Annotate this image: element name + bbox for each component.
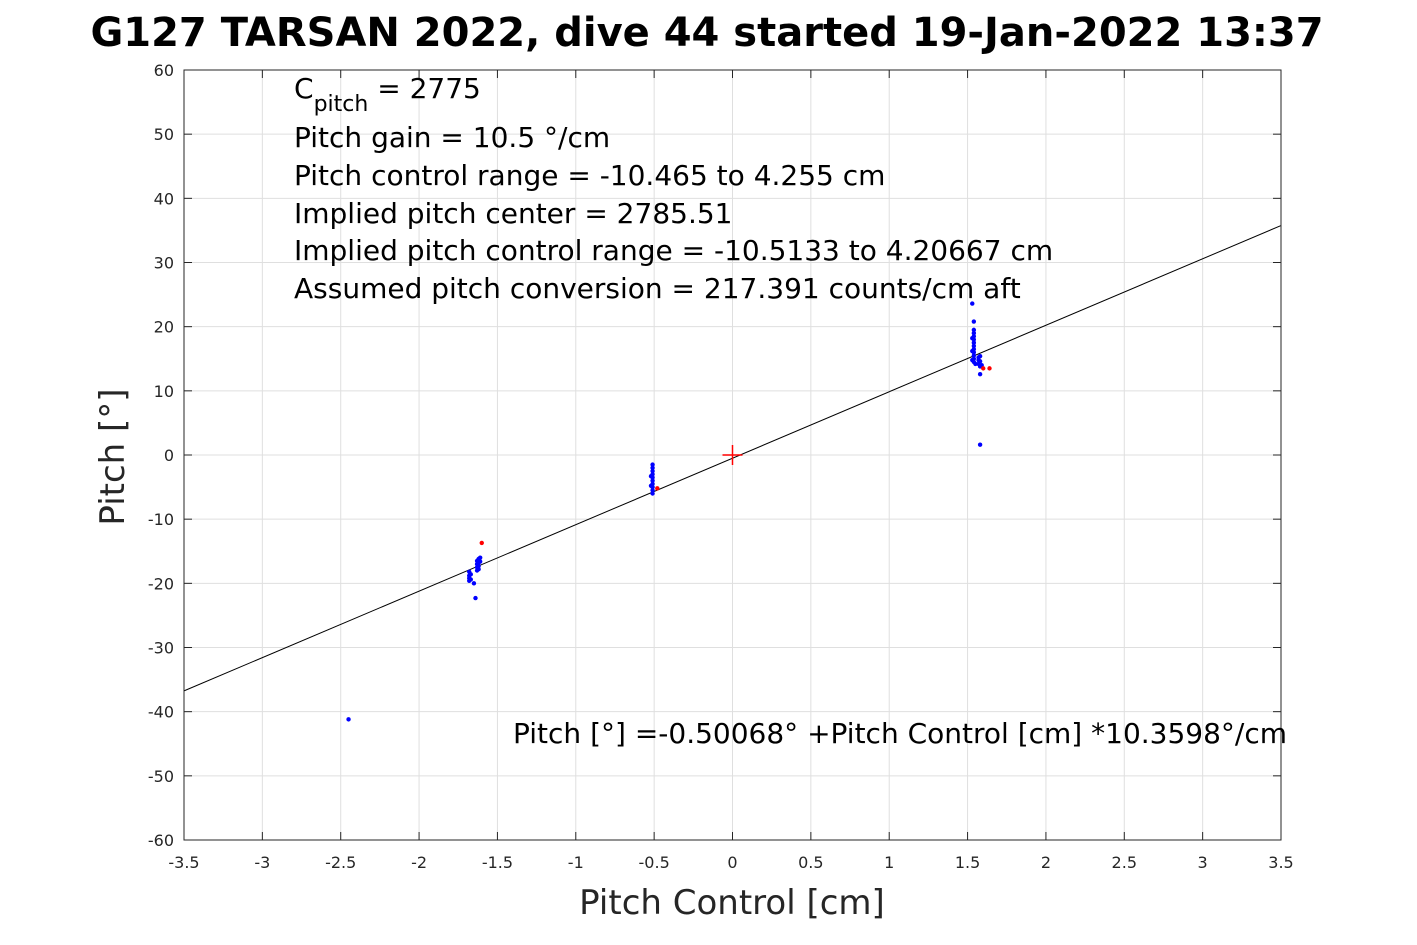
c-pitch-annotation: Cpitch = 2775 bbox=[294, 72, 481, 117]
y-tick-label: -50 bbox=[148, 767, 174, 786]
data-point bbox=[655, 486, 660, 491]
chart-title: G127 TARSAN 2022, dive 44 started 19-Jan… bbox=[90, 10, 1323, 56]
y-tick-label: 50 bbox=[154, 125, 174, 144]
data-point bbox=[977, 359, 983, 364]
data-point bbox=[971, 330, 977, 336]
annotation-line-pitch-gain: Pitch gain = 10.5 °/cm bbox=[294, 121, 610, 154]
y-tick-label: 0 bbox=[164, 446, 174, 465]
y-tick-label: -40 bbox=[148, 703, 174, 722]
x-tick-label: 2 bbox=[1041, 853, 1051, 872]
data-point bbox=[970, 348, 975, 354]
data-point bbox=[477, 555, 483, 560]
data-points bbox=[346, 301, 992, 722]
annotation-line-implied-range: Implied pitch control range = -10.5133 t… bbox=[294, 234, 1053, 267]
data-point bbox=[971, 353, 977, 358]
x-tick-label: -2.5 bbox=[325, 853, 356, 872]
data-point bbox=[479, 540, 484, 546]
data-point bbox=[477, 559, 483, 564]
y-tick-label: 20 bbox=[154, 318, 174, 337]
fit-equation: Pitch [°] =-0.50068° +Pitch Control [cm]… bbox=[513, 717, 1287, 750]
x-tick-label: 2.5 bbox=[1112, 853, 1137, 872]
c-pitch-value: = 2775 bbox=[368, 72, 481, 105]
c-pitch-subscript: pitch bbox=[314, 92, 369, 117]
y-tick-label: -20 bbox=[148, 574, 174, 593]
y-tick-label: -10 bbox=[148, 510, 174, 529]
data-point bbox=[650, 491, 655, 496]
data-point bbox=[970, 336, 975, 341]
data-point bbox=[970, 357, 975, 363]
x-tick-label: -1 bbox=[568, 853, 584, 872]
annotation-line-implied-center: Implied pitch center = 2785.51 bbox=[294, 197, 732, 230]
y-tick-label: 10 bbox=[154, 382, 174, 401]
y-axis-label: Pitch [°] bbox=[93, 388, 133, 525]
data-point bbox=[977, 353, 983, 359]
x-tick-label: -3.5 bbox=[168, 853, 199, 872]
x-tick-label: -0.5 bbox=[639, 853, 670, 872]
data-point bbox=[977, 371, 983, 377]
x-tick-label: -3 bbox=[254, 853, 270, 872]
x-tick-label: -2 bbox=[411, 853, 427, 872]
data-point bbox=[981, 366, 986, 371]
data-point bbox=[971, 327, 977, 333]
data-point bbox=[971, 343, 977, 349]
annotation-line-conversion: Assumed pitch conversion = 217.391 count… bbox=[294, 272, 1021, 305]
c-pitch-letter: C bbox=[294, 72, 314, 105]
x-tick-label: 1.5 bbox=[955, 853, 980, 872]
data-point bbox=[977, 442, 983, 447]
x-tick-label: 3.5 bbox=[1268, 853, 1293, 872]
data-point bbox=[650, 462, 655, 467]
data-point bbox=[650, 488, 655, 493]
y-tick-label: 40 bbox=[154, 189, 174, 208]
data-point bbox=[648, 473, 654, 479]
x-tick-label: 3 bbox=[1198, 853, 1208, 872]
x-tick-label: 1 bbox=[884, 853, 894, 872]
data-point bbox=[648, 483, 654, 488]
annotation-line-pitch-control-range: Pitch control range = -10.465 to 4.255 c… bbox=[294, 159, 885, 192]
data-point bbox=[346, 717, 351, 722]
data-point bbox=[973, 361, 978, 367]
data-point bbox=[650, 468, 655, 474]
data-point bbox=[468, 577, 473, 582]
x-tick-label: 0 bbox=[727, 853, 737, 872]
data-point bbox=[476, 567, 481, 572]
data-point bbox=[971, 319, 977, 324]
data-point bbox=[476, 563, 481, 569]
data-point bbox=[650, 478, 655, 483]
data-point bbox=[970, 301, 975, 306]
data-point bbox=[650, 465, 655, 471]
data-point bbox=[473, 595, 478, 601]
x-axis-label: Pitch Control [cm] bbox=[579, 883, 885, 923]
center-marker bbox=[722, 445, 743, 465]
annotation-block: Cpitch = 2775 Pitch gain = 10.5 °/cm Pit… bbox=[294, 72, 1053, 305]
x-tick-label: -1.5 bbox=[482, 853, 513, 872]
data-point bbox=[468, 572, 473, 577]
data-point bbox=[971, 340, 977, 345]
data-point bbox=[987, 366, 992, 371]
grid-lines bbox=[183, 69, 1282, 841]
y-tick-label: 60 bbox=[154, 61, 174, 80]
y-tick-label: -60 bbox=[148, 831, 174, 850]
x-tick-label: 0.5 bbox=[798, 853, 823, 872]
data-point bbox=[471, 581, 477, 586]
x-tick-labels: -3.5 -3 -2.5 -2 -1.5 -1 -0.5 0 0.5 1 1.5 2 2.5 3 3.5 bbox=[168, 70, 1294, 872]
y-tick-label: -30 bbox=[148, 639, 174, 658]
y-tick-labels: 60 50 40 30 20 10 0 -10 -20 -30 -40 -50 -60 bbox=[148, 61, 1281, 850]
y-tick-label: 30 bbox=[154, 254, 174, 273]
